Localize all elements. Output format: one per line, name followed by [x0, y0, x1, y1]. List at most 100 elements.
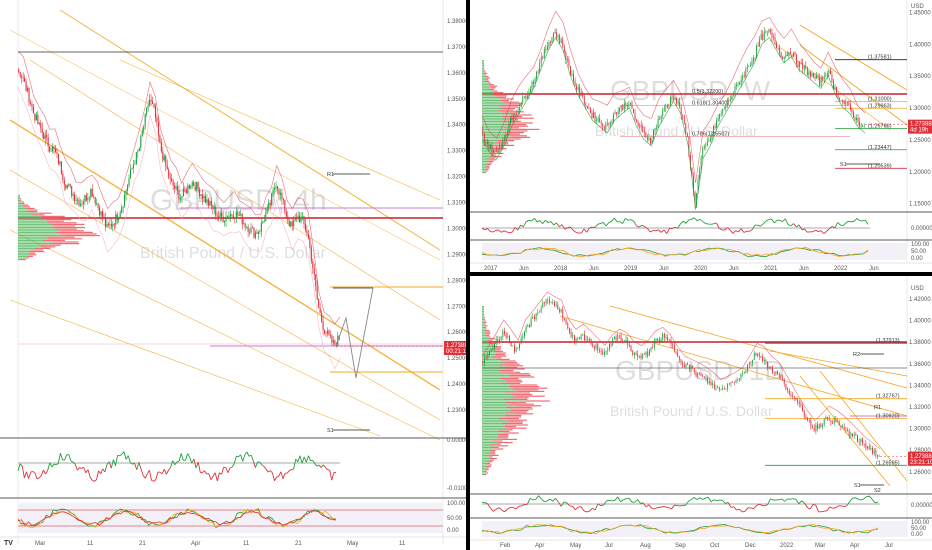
vp-bar-green	[18, 227, 53, 229]
candle-body	[275, 186, 277, 189]
vp-bar-green	[482, 338, 490, 340]
osc-segment	[707, 496, 712, 502]
candle-body	[711, 133, 713, 139]
osc-segment	[630, 219, 634, 222]
level-label: (1.26766)	[868, 124, 892, 130]
candle-body	[677, 101, 679, 104]
candle-body	[226, 216, 229, 219]
vp-bar-red	[47, 222, 77, 224]
vp-bar-green	[482, 446, 491, 448]
candle-body	[565, 319, 567, 324]
envelope-lower	[17, 86, 341, 370]
vp-bar-red	[505, 379, 522, 381]
candle-body	[516, 113, 518, 115]
vp-bar-red	[525, 400, 551, 402]
vp-bar-red	[504, 362, 518, 364]
chart-daily-pane[interactable]: USD 1.42000 1.40000 1.38000 1.36000 1.34000 1.…	[470, 276, 932, 550]
osc-segment	[498, 229, 502, 233]
vp-bar-green	[482, 392, 506, 394]
candle-body	[588, 107, 590, 109]
candle-body	[153, 103, 155, 107]
vp-bar-red	[483, 317, 485, 319]
osc-segment	[89, 476, 93, 481]
candle-body	[703, 376, 705, 378]
osc-segment	[674, 504, 678, 507]
vp-bar-green	[482, 352, 496, 354]
osc-segment	[104, 464, 108, 473]
candle-body	[768, 29, 770, 32]
s2-label: S2	[874, 488, 881, 494]
vp-bar-green	[482, 350, 495, 352]
time-axis-weekly: 2017 Jun 2018 Jun 2019 Jun 2020 Jun 2021 Jun 2022 J…	[484, 266, 879, 272]
horizontal-divider[interactable]	[470, 272, 932, 276]
candle-body	[733, 382, 735, 383]
chart-4h-svg[interactable]: 1.380001.370001.360001.350001.340001.330…	[0, 0, 466, 550]
candle-body	[775, 371, 777, 374]
osc-segment	[804, 502, 808, 508]
candle-body	[85, 195, 87, 201]
candle-body	[837, 421, 838, 422]
chart-4h-pane[interactable]: 1.380001.370001.360001.350001.340001.330…	[0, 0, 466, 550]
vp-bar-red	[497, 437, 508, 439]
candle-body	[663, 108, 665, 111]
candle-body	[635, 353, 637, 354]
vp-bar-red	[42, 239, 65, 241]
osc-segment	[490, 507, 494, 512]
vp-bar-green	[482, 394, 512, 396]
osc-segment	[265, 468, 269, 473]
vp-bar-red	[484, 470, 487, 472]
osc-segment	[682, 220, 687, 224]
osc-segment	[795, 499, 800, 504]
vp-bar-green	[482, 132, 505, 134]
candle-body	[225, 216, 227, 221]
vp-bar-red	[21, 201, 24, 203]
candle-body	[66, 185, 68, 189]
candle-body	[608, 343, 610, 350]
candle-body	[832, 422, 833, 424]
osc-segment	[705, 222, 709, 225]
osc-segment	[136, 462, 140, 470]
vp-bar-green	[482, 87, 491, 89]
candle-body	[682, 362, 684, 366]
vp-bar-green	[18, 255, 28, 257]
vp-bar-green	[482, 336, 487, 338]
candle-body	[499, 146, 501, 150]
candle-body	[556, 32, 558, 37]
channel-line	[9, 299, 381, 437]
candle-body	[853, 111, 854, 118]
chart-weekly-svg[interactable]: USD1.450001.400001.350001.300001.250001.…	[470, 0, 932, 272]
chart-weekly-pane[interactable]: USD 1.45000 1.40000 1.35000 1.30000 1.25000 1.…	[470, 0, 932, 272]
vp-bar-red	[510, 384, 538, 386]
osc-segment	[64, 454, 68, 461]
candle-body	[834, 87, 836, 90]
osc-segment	[216, 472, 220, 481]
vertical-divider[interactable]	[466, 0, 470, 550]
osc-segment	[855, 497, 859, 500]
candle-body	[216, 215, 218, 217]
candle-body	[745, 68, 747, 77]
vp-bar-green	[482, 429, 499, 431]
candle-body	[668, 104, 670, 106]
osc-segment	[297, 455, 301, 463]
osc-segment	[784, 498, 788, 502]
chart-daily-svg[interactable]: USD1.420001.400001.380001.360001.340001.…	[470, 276, 932, 550]
candle-body	[603, 126, 605, 129]
vp-bar-red	[511, 394, 533, 396]
candle-body	[141, 131, 143, 137]
vp-bar-red	[489, 344, 495, 346]
stoch-x	[17, 510, 337, 527]
candle-body	[633, 353, 635, 356]
candle-body	[519, 343, 520, 349]
osc-segment	[597, 503, 602, 507]
channel-line	[9, 29, 441, 261]
candle-body	[728, 100, 730, 101]
vp-bar-green	[482, 349, 494, 351]
vp-bar-red	[484, 328, 487, 330]
candle-body	[24, 77, 26, 82]
candle-body	[700, 373, 702, 376]
candle-body	[806, 67, 808, 75]
osc-segment	[525, 219, 530, 223]
vp-bar-red	[497, 144, 515, 146]
osc-segment	[77, 467, 80, 471]
